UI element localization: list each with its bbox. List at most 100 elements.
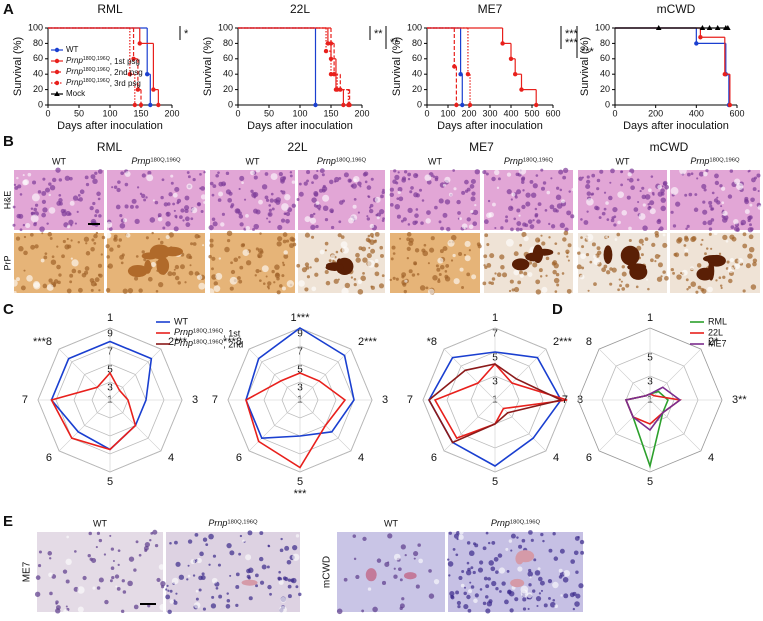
cell bbox=[552, 269, 557, 275]
radar-axis-label: 4 bbox=[553, 452, 559, 464]
cell bbox=[490, 281, 495, 286]
cell bbox=[261, 184, 268, 190]
cell bbox=[268, 220, 271, 224]
cell bbox=[167, 214, 170, 217]
cell bbox=[353, 197, 357, 201]
vacuole bbox=[281, 286, 286, 291]
cell bbox=[521, 538, 526, 543]
cell bbox=[275, 199, 281, 205]
micrograph bbox=[575, 230, 669, 293]
cell bbox=[210, 603, 217, 609]
cell bbox=[173, 600, 178, 605]
cell bbox=[343, 577, 348, 582]
cell bbox=[425, 286, 429, 290]
vacuole bbox=[191, 207, 198, 214]
cell bbox=[444, 270, 448, 273]
x-tick-label: 50 bbox=[74, 108, 84, 118]
cell bbox=[744, 196, 749, 201]
significance: ** bbox=[374, 28, 383, 40]
radar-series bbox=[428, 351, 562, 467]
cell bbox=[485, 531, 489, 535]
cell bbox=[360, 275, 366, 282]
cell bbox=[693, 207, 699, 213]
cell bbox=[172, 202, 176, 206]
cell bbox=[87, 553, 91, 558]
y-tick-label: 20 bbox=[600, 84, 610, 94]
y-tick-label: 80 bbox=[33, 38, 43, 48]
vacuole bbox=[16, 277, 20, 282]
cell bbox=[374, 231, 380, 237]
radar-axis-label: 7 bbox=[407, 394, 413, 406]
x-tick-label: 0 bbox=[612, 108, 617, 118]
cell bbox=[77, 194, 81, 197]
vacuole bbox=[46, 284, 54, 291]
cell bbox=[209, 181, 214, 186]
marker bbox=[145, 72, 150, 77]
cell bbox=[184, 195, 190, 201]
cell bbox=[89, 557, 93, 561]
cell bbox=[69, 280, 73, 284]
vacuole bbox=[10, 279, 18, 287]
cell bbox=[530, 192, 537, 198]
cell bbox=[690, 172, 694, 176]
cell bbox=[350, 184, 354, 188]
y-tick-label: 100 bbox=[218, 22, 233, 32]
cell bbox=[577, 251, 581, 255]
cell bbox=[79, 189, 85, 195]
cell bbox=[34, 244, 39, 249]
vacuole bbox=[442, 183, 446, 187]
cell bbox=[750, 197, 755, 203]
micrograph bbox=[165, 530, 302, 615]
cell bbox=[167, 271, 173, 277]
vacuole bbox=[245, 554, 252, 561]
cell bbox=[88, 531, 92, 536]
cell bbox=[409, 190, 413, 194]
cell bbox=[718, 252, 722, 256]
cell bbox=[664, 275, 669, 281]
vacuole bbox=[580, 253, 586, 260]
cell bbox=[415, 584, 420, 589]
vacuole bbox=[196, 274, 203, 280]
radar-axis-label: 5 bbox=[297, 476, 303, 488]
cell bbox=[66, 288, 72, 294]
cell bbox=[90, 174, 96, 180]
cell bbox=[463, 591, 467, 596]
cell bbox=[110, 566, 115, 570]
cell bbox=[603, 191, 607, 194]
micrograph bbox=[336, 532, 445, 615]
cell bbox=[499, 590, 502, 593]
vacuole bbox=[330, 254, 336, 259]
deposit bbox=[696, 267, 714, 281]
radar-axis-label: 3** bbox=[732, 394, 747, 406]
cell bbox=[533, 558, 537, 562]
cell bbox=[555, 209, 559, 213]
cell bbox=[212, 221, 218, 227]
cell bbox=[513, 217, 517, 221]
cell bbox=[310, 235, 315, 239]
cell bbox=[455, 590, 459, 595]
cell bbox=[136, 186, 140, 189]
cell bbox=[532, 262, 538, 268]
vacuole bbox=[593, 254, 597, 259]
cell bbox=[198, 588, 202, 592]
vacuole bbox=[229, 276, 238, 285]
cell bbox=[189, 264, 192, 267]
marker bbox=[722, 72, 727, 77]
cell bbox=[603, 264, 608, 269]
cell bbox=[628, 177, 634, 183]
cell bbox=[399, 237, 402, 240]
cell bbox=[217, 563, 221, 567]
marker bbox=[694, 41, 699, 46]
cell bbox=[695, 290, 699, 294]
cell bbox=[289, 174, 293, 178]
cell bbox=[701, 183, 707, 190]
cell bbox=[528, 583, 532, 587]
cell bbox=[456, 538, 459, 541]
cell bbox=[309, 266, 312, 269]
cell bbox=[147, 276, 153, 282]
radar-axis-label: 5 bbox=[492, 476, 498, 488]
cell bbox=[625, 283, 630, 288]
cell bbox=[740, 219, 747, 226]
cell bbox=[742, 232, 747, 237]
vacuole bbox=[292, 553, 300, 561]
